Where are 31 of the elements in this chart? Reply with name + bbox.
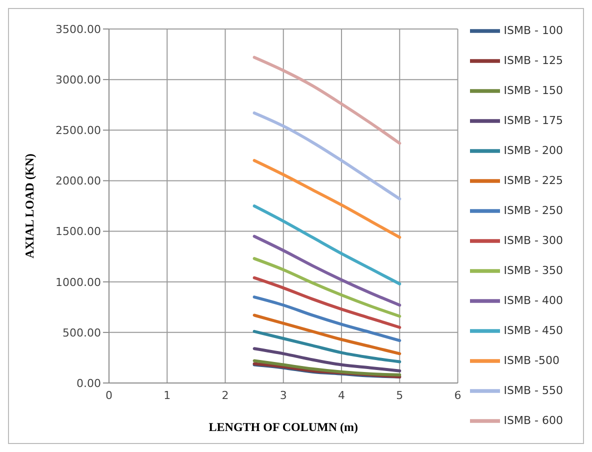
x-tick-label: 5 (396, 388, 404, 402)
y-tick-label: 1000.00 (56, 276, 101, 289)
legend-label: ISMB - 175 (504, 114, 563, 128)
x-tick-label: 2 (222, 388, 229, 402)
legend-label: ISMB - 550 (504, 384, 563, 398)
legend-label: ISMB - 150 (504, 84, 563, 98)
x-tick-label: 1 (164, 388, 171, 402)
legend-label: ISMB -500 (504, 354, 560, 368)
legend-label: ISMB - 225 (504, 174, 563, 188)
y-tick-label: 500.00 (62, 326, 101, 340)
x-axis-title: LENGTH OF COLUMN (m) (208, 420, 358, 434)
legend-label: ISMB - 300 (504, 234, 563, 248)
y-tick-label: 3000.00 (56, 73, 101, 86)
x-tick-label: 0 (106, 388, 112, 402)
y-tick-label: 2500.00 (56, 124, 101, 138)
y-tick-label: 2000.00 (56, 174, 101, 188)
legend-label: ISMB - 250 (504, 204, 563, 218)
legend-label: ISMB - 200 (504, 144, 563, 158)
y-tick-label: 3500.00 (56, 22, 101, 36)
legend-label: ISMB - 450 (504, 324, 563, 338)
legend-label: ISMB - 350 (504, 264, 563, 278)
y-tick-label: 1500.00 (56, 225, 101, 238)
legend-label: ISMB - 600 (504, 414, 563, 428)
legend-label: ISMB - 125 (504, 54, 563, 68)
y-axis-title: AXIAL LOAD (KN) (22, 154, 36, 258)
legend-label: ISMB - 100 (504, 24, 563, 38)
legend-label: ISMB - 400 (504, 294, 563, 308)
x-tick-label: 3 (280, 388, 287, 402)
y-tick-label: 0.00 (76, 376, 101, 390)
x-tick-label: 4 (338, 388, 346, 402)
x-tick-label: 6 (454, 388, 462, 402)
